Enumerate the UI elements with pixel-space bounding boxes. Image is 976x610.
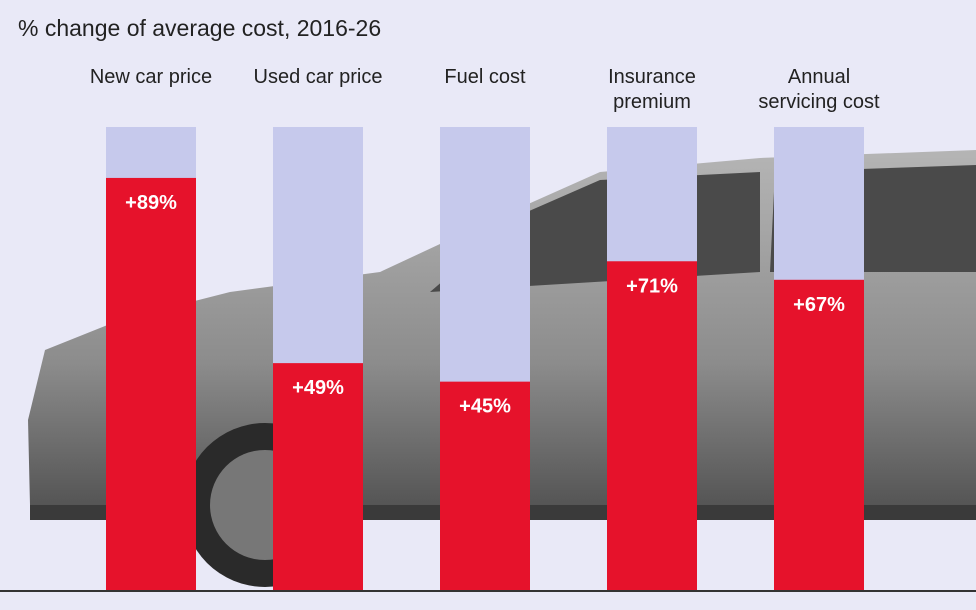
chart-title: % change of average cost, 2016-26 [18, 15, 382, 41]
bar [774, 279, 864, 590]
category-label: New car price [89, 66, 213, 88]
value-label: +71% [626, 275, 678, 297]
bar [273, 363, 363, 590]
value-label: +67% [793, 294, 845, 316]
category-label: Fuel cost [444, 66, 526, 88]
value-label: +89% [125, 192, 177, 214]
bar [607, 261, 697, 590]
value-label: +49% [292, 377, 344, 399]
category-label: Used car price [253, 66, 383, 88]
category-label: Annual servicing cost [758, 66, 880, 113]
bar [440, 381, 530, 590]
value-label: +45% [459, 396, 511, 418]
category-label: Insurance premium [608, 66, 696, 113]
bar [106, 177, 196, 590]
